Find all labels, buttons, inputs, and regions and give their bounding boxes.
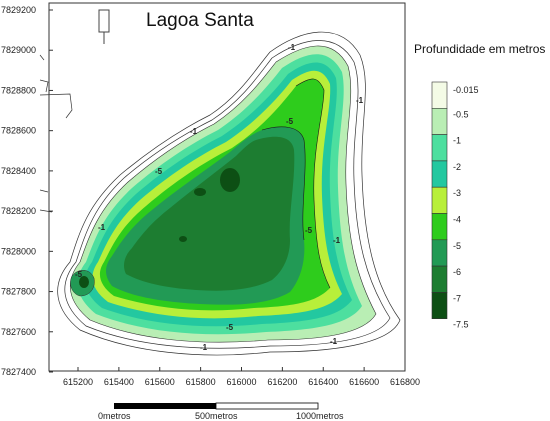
legend-swatch <box>431 160 448 188</box>
legend-colorbar: -0.015 -0.5 -1 -2 -3 -4 -5 -6 -7 -7.5 <box>431 81 479 330</box>
y-axis: 7829200 7829000 7828800 7828600 7828400 78282… <box>1 5 53 377</box>
y-tick-label: 7827400 <box>1 367 36 377</box>
legend-swatch <box>431 134 448 162</box>
outer-contours <box>39 31 401 356</box>
contour-label: -5 <box>305 226 313 235</box>
contour-label: -1 <box>98 223 106 232</box>
x-tick-label: 615600 <box>145 377 175 387</box>
legend-swatch <box>431 213 448 241</box>
scale-label-500: 500metros <box>195 411 238 421</box>
y-tick-label: 7828600 <box>1 126 36 136</box>
y-tick-label: 7829000 <box>1 45 36 55</box>
x-tick-label: 615400 <box>104 377 134 387</box>
contour-label: -5 <box>286 117 294 126</box>
inner-contours <box>261 78 331 289</box>
deep-spot <box>179 236 187 242</box>
x-tick-label: 616000 <box>226 377 256 387</box>
y-tick-label: 7828800 <box>1 85 36 95</box>
deep-spot <box>220 168 240 192</box>
deep-spot <box>79 276 89 288</box>
contour-label: -1 <box>288 43 296 52</box>
y-tick-label: 7828200 <box>1 206 36 216</box>
x-tick-label: 615200 <box>63 377 93 387</box>
legend-swatch <box>431 186 448 214</box>
deep-spot <box>194 188 206 196</box>
legend-swatch <box>431 81 448 109</box>
contour-labels: -1 -1 -1 -5 -5 -1 -1 -5 -5 -1 -1 -5 <box>75 43 364 352</box>
contour-label: -1 <box>190 127 198 136</box>
y-tick-label: 7829200 <box>1 5 36 15</box>
scale-label-1000: 1000metros <box>296 411 344 421</box>
y-tick-label: 7828000 <box>1 246 36 256</box>
depth-zone-7 <box>124 136 295 291</box>
contour-label: -1 <box>200 343 208 352</box>
north-arrow-icon <box>98 9 110 44</box>
legend-label: -2 <box>453 162 461 172</box>
contour-label: -1 <box>356 96 364 105</box>
legend-label: -7 <box>453 293 461 303</box>
legend-label: -4 <box>453 215 461 225</box>
legend-label: -7.5 <box>453 320 469 330</box>
x-tick-label: 615800 <box>186 377 216 387</box>
y-tick-label: 7827800 <box>1 287 36 297</box>
x-tick-label: 616600 <box>349 377 379 387</box>
x-tick-label: 616400 <box>308 377 338 387</box>
y-tick-label: 7828400 <box>1 166 36 176</box>
legend-label: -0.5 <box>453 109 469 119</box>
legend-label: -1 <box>453 136 461 146</box>
legend-label: -0.015 <box>453 85 479 95</box>
legend-swatch <box>431 292 448 319</box>
x-axis: 615200 615400 615600 615800 616000 616200 6164… <box>63 367 420 387</box>
map-title: Lagoa Santa <box>146 10 254 31</box>
contour-label: -5 <box>226 323 234 332</box>
y-tick-label: 7827600 <box>1 327 36 337</box>
depth-layers <box>70 45 377 343</box>
legend-label: -5 <box>453 241 461 251</box>
scale-bar: 0metros 500metros 1000metros <box>98 402 344 421</box>
legend-swatch <box>431 265 448 293</box>
x-tick-label: 616200 <box>267 377 297 387</box>
contour-label: -1 <box>330 337 338 346</box>
legend-swatch <box>431 108 448 135</box>
contour-label: -5 <box>75 270 83 279</box>
legend-label: -3 <box>453 188 461 198</box>
contour-label: -1 <box>333 236 341 245</box>
contour-label: -5 <box>155 167 163 176</box>
legend-title: Profundidade em metros <box>414 42 546 56</box>
scale-label-0: 0metros <box>98 411 131 421</box>
legend-label: -6 <box>453 267 461 277</box>
x-tick-label: 616800 <box>390 377 420 387</box>
legend-swatch <box>431 239 448 267</box>
